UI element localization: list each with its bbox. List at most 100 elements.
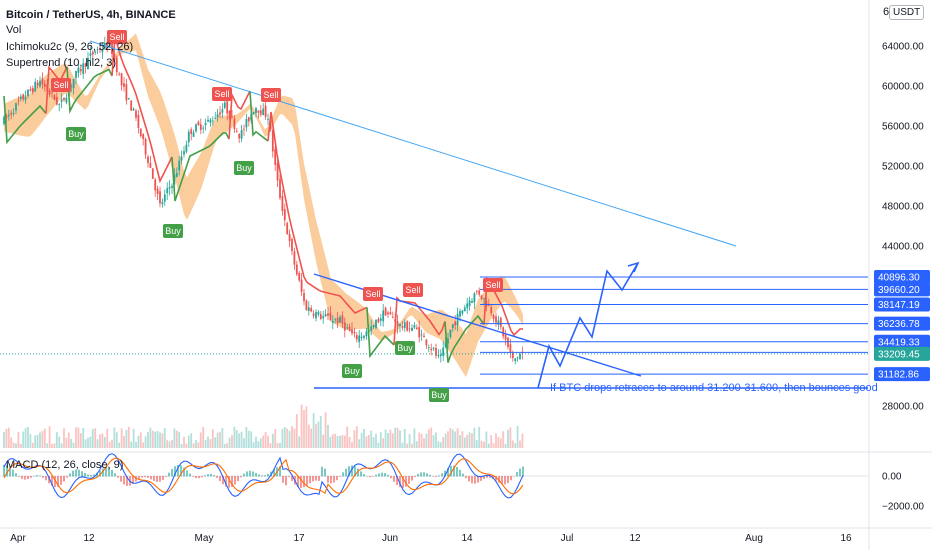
macd-histogram-bar xyxy=(180,465,182,477)
volume-bar xyxy=(418,432,421,448)
volume-bar xyxy=(379,432,382,448)
signal-buy-box xyxy=(66,127,86,141)
macd-histogram-bar xyxy=(321,466,323,477)
macd-histogram-bar xyxy=(357,468,359,477)
ichimoku-cloud xyxy=(4,33,523,378)
macd-histogram-bar xyxy=(174,466,176,477)
volume-bar xyxy=(91,429,94,448)
volume-bar xyxy=(389,429,392,448)
macd-histogram-bar xyxy=(288,476,290,477)
volume-bar xyxy=(509,427,512,448)
volume-bar xyxy=(185,443,188,448)
volume-bar xyxy=(519,440,521,448)
candle-body xyxy=(247,117,250,122)
volume-bar xyxy=(324,412,327,448)
macd-histogram-bar xyxy=(3,464,5,477)
volume-bar xyxy=(327,424,329,448)
candle-body xyxy=(322,316,325,319)
macd-histogram-bar xyxy=(69,473,71,477)
candle-body xyxy=(317,311,320,315)
volume-bar xyxy=(5,428,8,448)
supertrend-line xyxy=(249,90,269,142)
candle-body xyxy=(435,347,437,356)
macd-histogram-bar xyxy=(93,474,95,477)
volume-bar xyxy=(370,430,373,448)
volume-bar xyxy=(108,441,111,448)
price-tick-label: 48000.00 xyxy=(882,202,924,213)
candle-body xyxy=(63,97,65,101)
volume-bar xyxy=(281,428,284,448)
volume-bar xyxy=(252,442,255,448)
candle-body xyxy=(408,328,411,330)
macd-histogram-bar xyxy=(138,476,140,480)
volume-bar xyxy=(346,426,349,448)
candle-body xyxy=(509,344,512,353)
macd-histogram-bar xyxy=(15,473,17,477)
volume-bar xyxy=(319,416,322,448)
macd-histogram-bar xyxy=(366,475,368,477)
volume-bar xyxy=(175,430,178,448)
volume-bar xyxy=(413,428,416,448)
macd-histogram-bar xyxy=(405,476,407,487)
volume-bar xyxy=(435,432,437,448)
volume-bar xyxy=(367,435,370,448)
candle-body xyxy=(216,114,219,118)
macd-histogram-bar xyxy=(426,473,428,477)
volume-bar xyxy=(487,443,490,448)
candle-body xyxy=(451,324,454,329)
candle-body xyxy=(137,114,140,129)
candle-body xyxy=(55,96,58,105)
supertrend-line xyxy=(366,307,395,359)
macd-histogram-bar xyxy=(66,476,68,478)
volume-bar xyxy=(159,432,161,448)
volume-bar xyxy=(343,435,346,448)
candle-body xyxy=(295,264,298,275)
candle-body xyxy=(7,114,10,117)
volume-bar xyxy=(423,438,425,448)
macd-histogram-bar xyxy=(312,476,314,482)
candle-body xyxy=(43,83,46,87)
candle-body xyxy=(192,132,195,137)
macd-histogram-bar xyxy=(132,476,134,484)
candle-body xyxy=(204,122,207,126)
macd-histogram-bar xyxy=(477,476,479,483)
macd-histogram-bar xyxy=(246,471,248,477)
candle-body xyxy=(264,105,267,117)
candle-body xyxy=(197,121,200,126)
candle-body xyxy=(60,99,63,102)
macd-histogram-bar xyxy=(213,475,215,477)
volume-bar xyxy=(504,443,507,448)
volume-bar xyxy=(269,443,272,448)
macd-histogram-bar xyxy=(249,470,251,477)
macd-histogram-bar xyxy=(60,476,62,485)
price-tag-label: 33209.45 xyxy=(878,349,920,360)
macd-histogram-bar xyxy=(99,470,101,477)
macd-histogram-bar xyxy=(390,476,392,479)
volume-bar xyxy=(84,439,87,448)
volume-bar xyxy=(411,443,413,448)
candle-body xyxy=(207,119,209,122)
volume-bar xyxy=(123,435,125,448)
candle-body xyxy=(492,315,495,320)
candle-body xyxy=(135,110,137,118)
volume-bar xyxy=(245,427,248,448)
volume-bar xyxy=(408,433,411,448)
macd-histogram-bar xyxy=(489,476,491,478)
macd-histogram-bar xyxy=(519,468,521,477)
candle-body xyxy=(372,325,375,327)
candle-body xyxy=(171,185,173,188)
candle-body xyxy=(276,162,279,181)
candle-body xyxy=(180,156,183,161)
candle-body xyxy=(444,343,447,348)
candle-body xyxy=(379,318,382,321)
candle-body xyxy=(442,347,445,356)
currency-badge[interactable]: USDT xyxy=(889,5,925,20)
macd-histogram-bar xyxy=(48,476,50,484)
legend-ichimoku: Ichimoku2c (9, 26, 52, 26) xyxy=(6,41,134,53)
candle-body xyxy=(99,47,101,51)
candle-body xyxy=(293,251,296,265)
volume-bar xyxy=(120,428,123,448)
volume-bar xyxy=(262,435,265,448)
volume-bar xyxy=(382,438,385,448)
